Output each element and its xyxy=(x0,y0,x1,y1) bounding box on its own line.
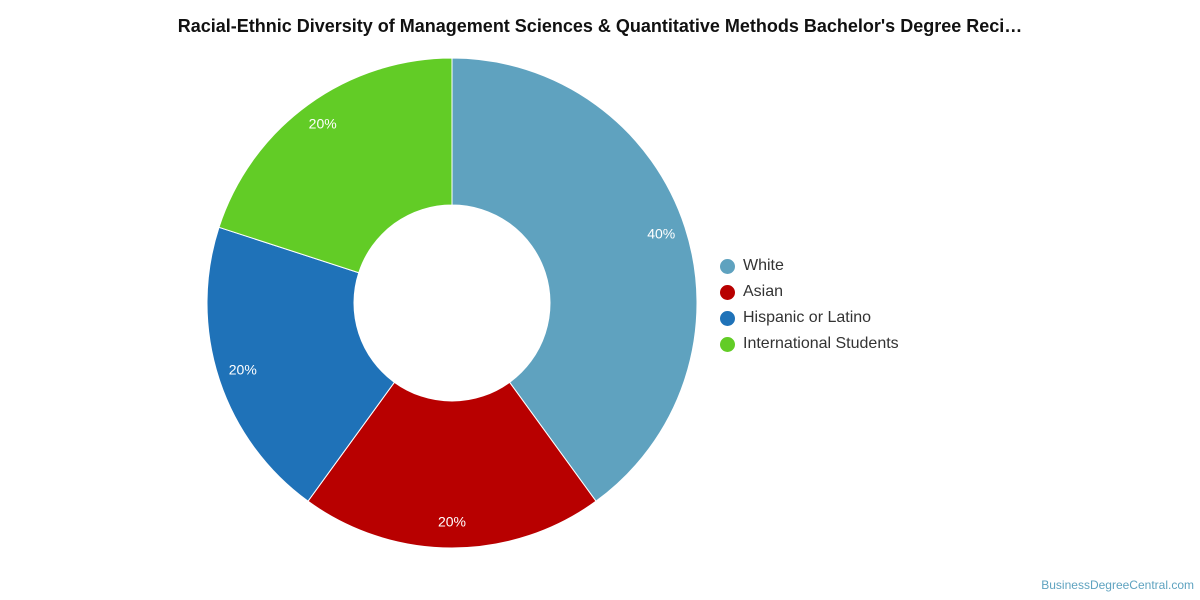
legend: White Asian Hispanic or Latino Internationa… xyxy=(720,253,899,357)
slice-label: 20% xyxy=(229,362,257,378)
slice-label: 40% xyxy=(647,226,675,242)
slice-hispanic-or-latino[interactable] xyxy=(206,226,396,502)
slice-asian[interactable] xyxy=(307,381,597,549)
slice-label: 20% xyxy=(438,514,466,530)
legend-item[interactable]: International Students xyxy=(720,331,899,357)
legend-item[interactable]: White xyxy=(720,253,899,279)
legend-item[interactable]: Asian xyxy=(720,279,899,305)
legend-item[interactable]: Hispanic or Latino xyxy=(720,305,899,331)
legend-swatch xyxy=(720,258,735,274)
source-credit[interactable]: BusinessDegreeCentral.com xyxy=(1041,578,1194,592)
legend-label: Hispanic or Latino xyxy=(743,309,872,326)
slice-international-students[interactable] xyxy=(218,57,453,274)
legend-label: International Students xyxy=(743,335,899,352)
legend-swatch xyxy=(720,284,735,300)
legend-label: White xyxy=(743,257,784,274)
chart-title: Racial-Ethnic Diversity of Management Sc… xyxy=(177,16,1023,36)
legend-label: Asian xyxy=(743,283,784,300)
legend-swatch xyxy=(720,336,735,352)
slice-white[interactable] xyxy=(451,57,698,502)
legend-swatch xyxy=(720,310,735,326)
slice-label: 20% xyxy=(309,116,337,132)
